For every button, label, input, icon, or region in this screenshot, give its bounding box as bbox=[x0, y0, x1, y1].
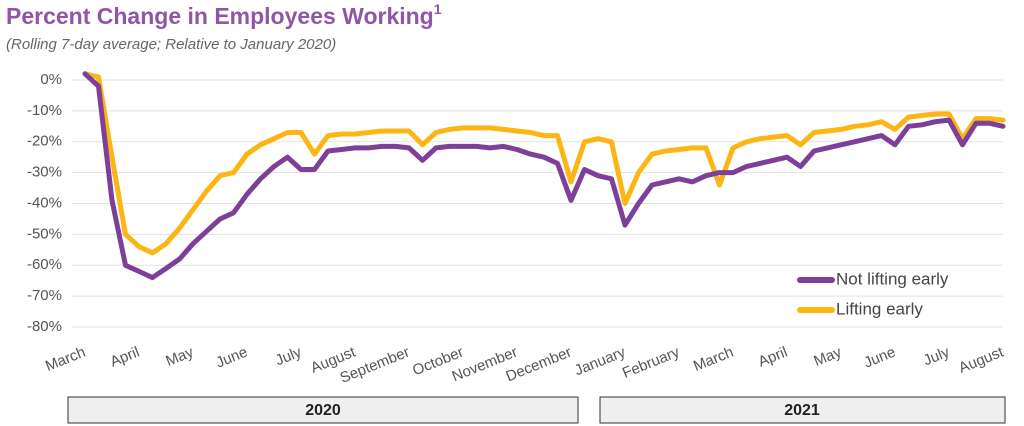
x-tick-label: May bbox=[811, 343, 844, 370]
title-note: 1 bbox=[434, 1, 442, 17]
x-tick-label: July bbox=[921, 343, 953, 369]
legend-label: Lifting early bbox=[836, 299, 923, 318]
x-tick-label: April bbox=[108, 344, 142, 371]
x-tick-label: March bbox=[43, 344, 88, 375]
year-label: 2020 bbox=[305, 402, 341, 419]
x-tick-label: February bbox=[620, 343, 682, 381]
x-tick-label: May bbox=[163, 343, 196, 370]
year-band bbox=[67, 396, 579, 424]
x-tick-label: January bbox=[572, 343, 628, 379]
line-series bbox=[82, 71, 1006, 281]
x-tick-label: April bbox=[756, 344, 790, 371]
y-tick-label: -80% bbox=[27, 318, 62, 335]
legend-label: Not lifting early bbox=[836, 269, 949, 288]
x-tick-label: July bbox=[273, 343, 305, 369]
chart-title-group: Percent Change in Employees Working1 bbox=[6, 1, 442, 29]
x-tick-label: June bbox=[861, 344, 898, 372]
year-band bbox=[599, 396, 1006, 424]
y-tick-label: -20% bbox=[27, 133, 62, 150]
year-label: 2021 bbox=[784, 402, 820, 419]
x-tick-label: March bbox=[691, 344, 736, 375]
y-tick-label: -70% bbox=[27, 287, 62, 304]
y-tick-label: -50% bbox=[27, 225, 62, 242]
x-tick-label: August bbox=[956, 343, 1006, 377]
y-tick-label: 0% bbox=[40, 71, 62, 88]
chart-subtitle: (Rolling 7-day average; Relative to Janu… bbox=[6, 36, 336, 53]
y-tick-label: -10% bbox=[27, 102, 62, 119]
y-tick-label: -40% bbox=[27, 194, 62, 211]
y-tick-label: -60% bbox=[27, 256, 62, 273]
line-series bbox=[82, 71, 1006, 256]
chart-title: Percent Change in Employees Working bbox=[6, 3, 434, 29]
x-tick-label: June bbox=[213, 344, 250, 372]
y-tick-label: -30% bbox=[27, 164, 62, 181]
